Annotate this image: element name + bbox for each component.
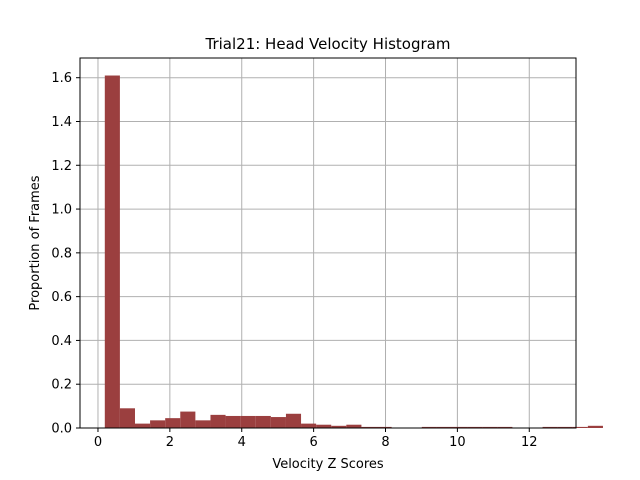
x-tick-label: 2 — [166, 435, 174, 450]
x-tick-label: 4 — [238, 435, 246, 450]
histogram-bar — [210, 414, 226, 428]
bars — [104, 75, 603, 428]
x-axis-label: Velocity Z Scores — [272, 457, 384, 472]
x-tick-label: 8 — [381, 435, 389, 450]
x-tick-label: 10 — [449, 435, 466, 450]
x-ticks: 0 2 4 6 8 10 12 — [94, 428, 538, 450]
histogram-bar — [119, 408, 135, 428]
y-tick-label: 0.2 — [51, 378, 72, 393]
grid — [80, 58, 576, 429]
y-tick-label: 1.2 — [51, 159, 72, 174]
histogram-bar — [195, 420, 211, 428]
histogram-bar — [452, 426, 468, 428]
histogram-bar — [104, 75, 120, 428]
histogram-bar — [497, 426, 513, 428]
histogram-bar — [225, 415, 241, 428]
histogram-bar — [346, 424, 362, 428]
histogram-bar — [587, 425, 603, 428]
histogram-bar — [361, 426, 377, 428]
y-tick-label: 0.8 — [51, 246, 72, 261]
histogram-bar — [180, 411, 196, 428]
histogram-bar — [376, 426, 392, 428]
histogram-bar — [165, 418, 181, 428]
histogram-bar — [421, 426, 437, 428]
histogram-bar — [572, 426, 588, 428]
histogram-bar — [557, 426, 573, 428]
y-ticks: 0.0 0.2 0.4 0.6 0.8 1.0 1.2 1.4 1.6 — [51, 71, 80, 437]
chart-title: Trial21: Head Velocity Histogram — [205, 35, 451, 53]
histogram-bar — [270, 417, 286, 428]
y-axis-label: Proportion of Frames — [28, 175, 43, 310]
histogram-bar — [482, 426, 498, 428]
histogram-bar — [255, 415, 271, 428]
histogram-bar — [467, 426, 483, 428]
y-tick-label: 0.4 — [51, 334, 72, 349]
histogram-bar — [285, 413, 302, 428]
histogram-bar — [331, 425, 347, 428]
y-tick-label: 1.0 — [51, 203, 72, 218]
histogram-bar — [542, 426, 558, 428]
histogram-bar — [436, 426, 452, 428]
histogram-bar — [240, 415, 256, 428]
plot-frame — [79, 57, 577, 429]
x-tick-label: 6 — [309, 435, 317, 450]
histogram-bar — [134, 423, 151, 428]
histogram-bar — [150, 420, 166, 428]
histogram-bar — [316, 424, 332, 428]
x-tick-label: 12 — [521, 435, 538, 450]
histogram-bar — [301, 423, 317, 428]
y-tick-label: 0.0 — [51, 422, 72, 437]
y-tick-label: 1.4 — [51, 115, 72, 130]
y-tick-label: 0.6 — [51, 290, 72, 305]
x-tick-label: 0 — [94, 435, 102, 450]
y-tick-label: 1.6 — [51, 71, 72, 86]
